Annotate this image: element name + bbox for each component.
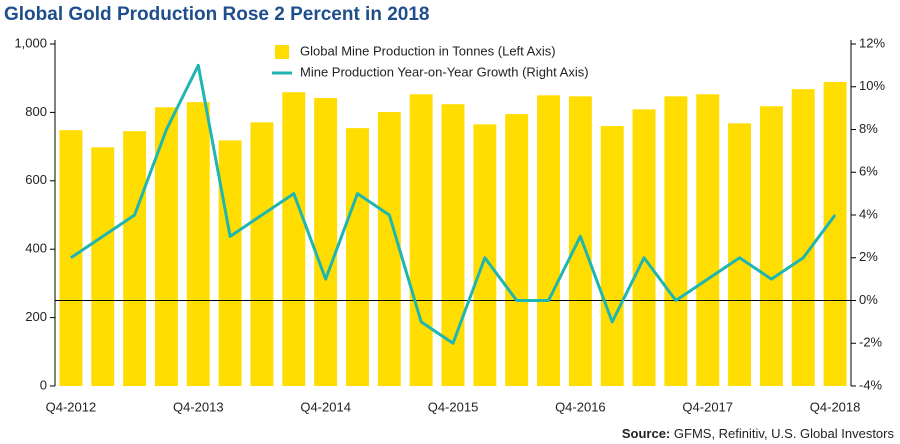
bar [218, 140, 242, 386]
x-tick-label: Q4-2012 [46, 399, 97, 414]
bar [314, 98, 338, 386]
source-text: GFMS, Refinitiv, U.S. Global Investors [674, 426, 895, 441]
y2-tick-label: -2% [859, 335, 883, 350]
x-tick-label: Q4-2016 [555, 399, 606, 414]
bar [473, 124, 497, 387]
bar [823, 81, 847, 386]
line [70, 63, 837, 345]
y2-tick-label: 10% [859, 78, 885, 93]
y-tick-label: 800 [25, 104, 47, 119]
bar [759, 106, 783, 386]
source-label: Source: [622, 426, 670, 441]
bar [600, 126, 624, 386]
bar [537, 95, 560, 387]
y2-tick-label: 12% [859, 35, 885, 50]
y2-tick-label: 0% [859, 292, 878, 307]
bar [282, 92, 306, 387]
y2-tick-label: 6% [859, 164, 878, 179]
bar [696, 94, 720, 387]
y2-tick-label: 4% [859, 206, 878, 221]
x-tick-label: Q4-2015 [428, 399, 479, 414]
bar [791, 89, 815, 387]
y-tick-label: 400 [25, 241, 47, 256]
x-tick-label: Q4-2018 [810, 399, 861, 414]
bar [186, 102, 210, 386]
y-tick-label: 600 [25, 172, 47, 187]
y2-tick-label: -4% [859, 377, 883, 392]
bar [346, 128, 369, 386]
y2-tick-label: 2% [859, 249, 878, 264]
bar [59, 130, 83, 386]
source: Source: GFMS, Refinitiv, U.S. Global Inv… [622, 426, 895, 441]
y-tick-label: 200 [25, 309, 47, 324]
bar [728, 123, 752, 387]
bar [409, 94, 433, 387]
x-tick-label: Q4-2013 [173, 399, 224, 414]
y-tick-label: 0 [40, 377, 47, 392]
y2-tick-label: 8% [859, 121, 878, 136]
bar [154, 107, 178, 387]
bar [664, 96, 688, 387]
bar [505, 114, 529, 387]
bar [441, 104, 465, 386]
bar [250, 122, 274, 387]
legend-label: Global Mine Production in Tonnes (Left A… [300, 43, 556, 58]
bar [632, 109, 656, 387]
bar [123, 131, 147, 386]
chart-title: Global Gold Production Rose 2 Percent in… [4, 4, 430, 25]
x-tick-label: Q4-2017 [682, 399, 733, 414]
legend-label: Mine Production Year-on-Year Growth (Rig… [300, 64, 589, 79]
bar [377, 112, 401, 387]
y-tick-label: 1,000 [14, 35, 47, 50]
bar [91, 147, 115, 386]
bar [568, 96, 592, 387]
x-tick-label: Q4-2014 [300, 399, 351, 414]
legend-swatch [275, 45, 289, 59]
